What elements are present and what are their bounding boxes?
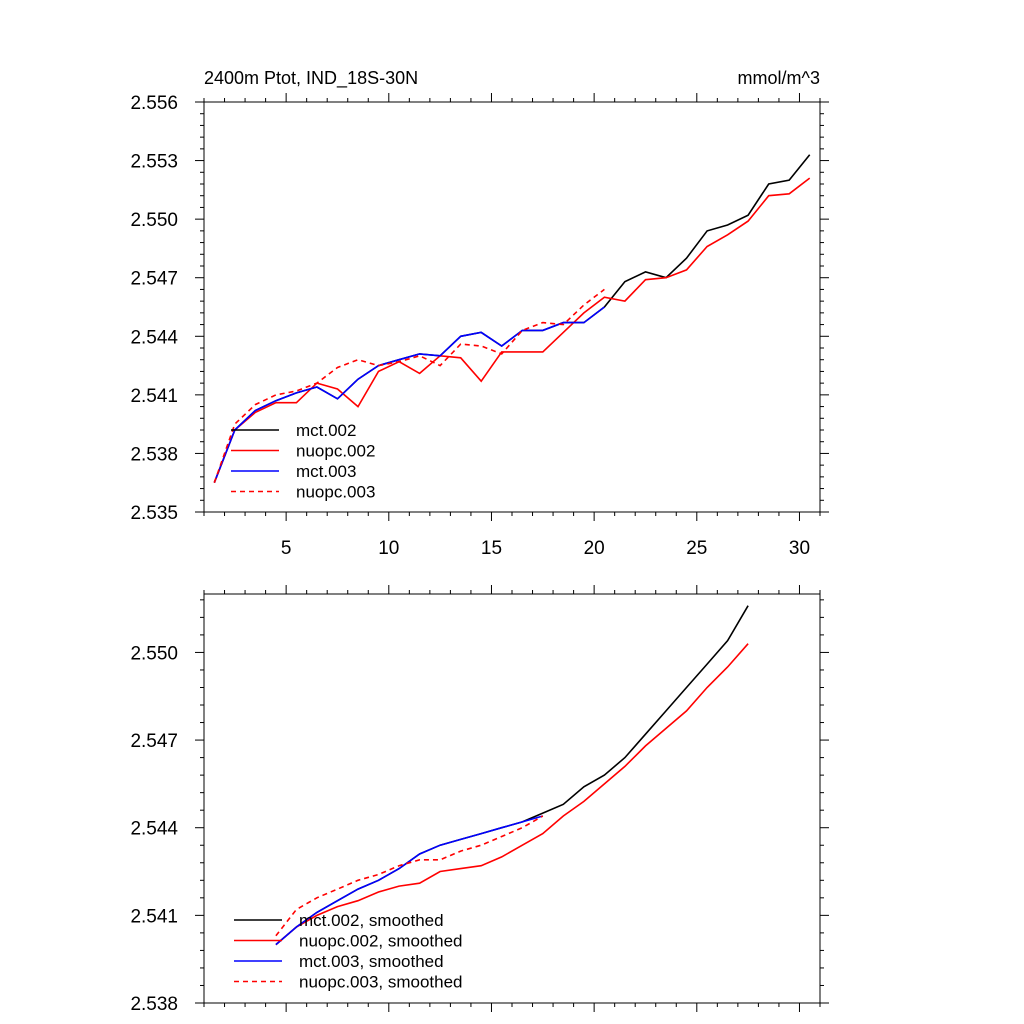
x-tick-label: 25 xyxy=(686,538,707,559)
legend-label: mct.002 xyxy=(296,421,356,440)
series-line-nuopc-002 xyxy=(213,177,811,483)
x-tick-label: 10 xyxy=(378,538,399,559)
series-line-mct-003 xyxy=(213,306,605,483)
y-tick-label: 2.538 xyxy=(130,444,178,465)
series-line-nuopc-003-smoothed xyxy=(275,815,544,937)
y-tick-label: 2.547 xyxy=(130,269,178,290)
legend-label: nuopc.002, smoothed xyxy=(299,932,463,951)
y-tick-label: 2.550 xyxy=(130,210,178,231)
y-tick-label: 2.547 xyxy=(130,731,178,752)
x-tick-label: 15 xyxy=(481,538,502,559)
y-tick-label: 2.541 xyxy=(130,386,178,407)
legend-label: nuopc.003 xyxy=(296,483,375,502)
units-label: mmol/m^3 xyxy=(738,68,820,88)
top-panel: 5 10 15 20 25 30 2.535 2.538 2.541 2.544 2.547 2.55… xyxy=(130,68,829,559)
legend-label: nuopc.002 xyxy=(296,442,375,461)
legend-label: mct.003, smoothed xyxy=(299,952,444,971)
y-tick-label: 2.550 xyxy=(130,643,178,664)
y-tick-label: 2.556 xyxy=(130,93,178,114)
series-line-mct-002-smoothed xyxy=(275,605,749,946)
legend-label: mct.003 xyxy=(296,462,356,481)
legend-label: mct.002, smoothed xyxy=(299,911,444,930)
y-tick-label: 2.544 xyxy=(130,819,178,840)
plot-frame xyxy=(203,593,821,1004)
y-tick-label: 2.553 xyxy=(130,152,178,173)
bottom-panel: 2.538 2.541 2.544 2.547 2.550 mct.002, smooth… xyxy=(130,585,829,1015)
y-tick-label: 2.538 xyxy=(130,994,178,1015)
x-tick-label: 30 xyxy=(789,538,810,559)
y-tick-label: 2.541 xyxy=(130,906,178,927)
legend-label: nuopc.003, smoothed xyxy=(299,973,463,992)
series-line-mct-003-smoothed xyxy=(275,815,544,946)
x-tick-label: 20 xyxy=(584,538,605,559)
series-line-nuopc-003 xyxy=(213,288,605,483)
y-tick-label: 2.544 xyxy=(130,327,178,348)
chart-title: 2400m Ptot, IND_18S-30N xyxy=(204,68,418,89)
y-tick-label: 2.535 xyxy=(130,503,178,524)
x-tick-label: 5 xyxy=(281,538,292,559)
series-line-nuopc-002-smoothed xyxy=(275,643,749,946)
